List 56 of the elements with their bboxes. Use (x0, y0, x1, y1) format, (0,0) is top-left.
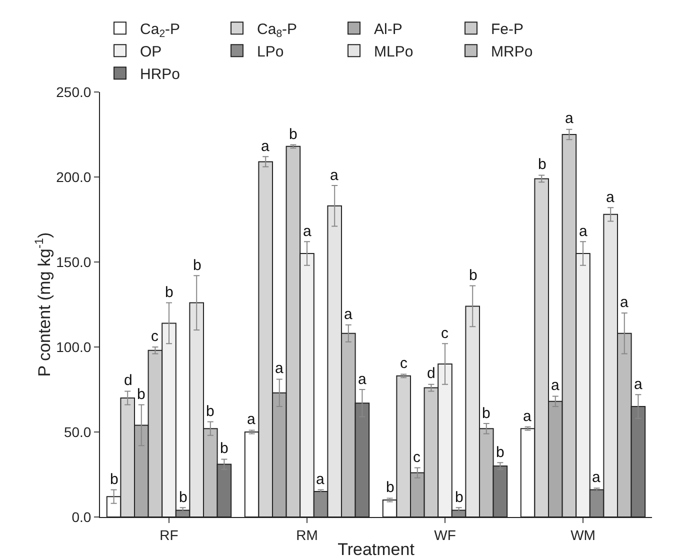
y-tick-label: 250.0 (56, 84, 92, 100)
data-label: a (551, 377, 560, 394)
data-label: a (579, 223, 588, 240)
data-label: b (455, 489, 464, 506)
data-label: a (275, 360, 284, 377)
data-label: b (289, 126, 298, 143)
legend-label: MLPo (374, 43, 414, 60)
x-axis-title: Treatment (338, 540, 415, 559)
legend-label: HRPo (140, 66, 180, 83)
data-label: b (220, 440, 228, 457)
data-label: a (261, 138, 270, 155)
data-label: a (303, 223, 312, 240)
data-label: a (358, 371, 367, 388)
data-label: c (151, 328, 159, 345)
legend-label: LPo (257, 43, 284, 60)
data-label: b (110, 471, 118, 488)
y-tick-label: 150.0 (56, 254, 92, 270)
y-tick-label: 0.0 (72, 508, 92, 525)
data-label: c (400, 355, 408, 372)
legend-label: Ca$_{8}$-P (257, 20, 298, 40)
y-tick-label: 50.0 (64, 424, 92, 440)
data-label: a (606, 189, 615, 206)
x-tick-label: RF (160, 526, 178, 543)
legend-label: Ca$_{2}$-P (140, 20, 180, 40)
data-label: a (247, 411, 256, 428)
legend-label: OP (140, 43, 162, 60)
data-label: d (427, 365, 436, 382)
data-label: b (496, 444, 504, 461)
data-label: a (592, 469, 601, 486)
y-tick-label: 200.0 (56, 168, 92, 185)
data-label: a (316, 471, 325, 488)
data-label: a (565, 110, 574, 127)
data-label: b (137, 386, 146, 403)
data-label: a (330, 167, 339, 184)
legend-label: Al-P (374, 20, 402, 38)
legend-label: MRPo (491, 43, 533, 60)
data-label: b (165, 284, 174, 301)
data-label: b (193, 257, 202, 274)
data-label: b (206, 403, 214, 420)
x-tick-label: WF (434, 526, 456, 543)
data-label: b (469, 267, 478, 284)
data-label: a (523, 408, 532, 425)
legend-label: Fe-P (491, 20, 524, 38)
data-label: c (413, 449, 421, 466)
data-label: b (386, 479, 394, 496)
data-label: d (124, 372, 132, 389)
data-label: a (344, 306, 353, 323)
x-tick-label: RM (296, 526, 318, 543)
data-label: c (441, 325, 449, 342)
data-label: b (482, 405, 490, 422)
y-tick-label: 100.0 (56, 338, 92, 355)
data-label: b (179, 489, 188, 506)
data-label: a (634, 376, 643, 393)
data-label: b (538, 156, 546, 173)
x-tick-label: WM (570, 526, 596, 543)
data-label: a (620, 294, 629, 311)
